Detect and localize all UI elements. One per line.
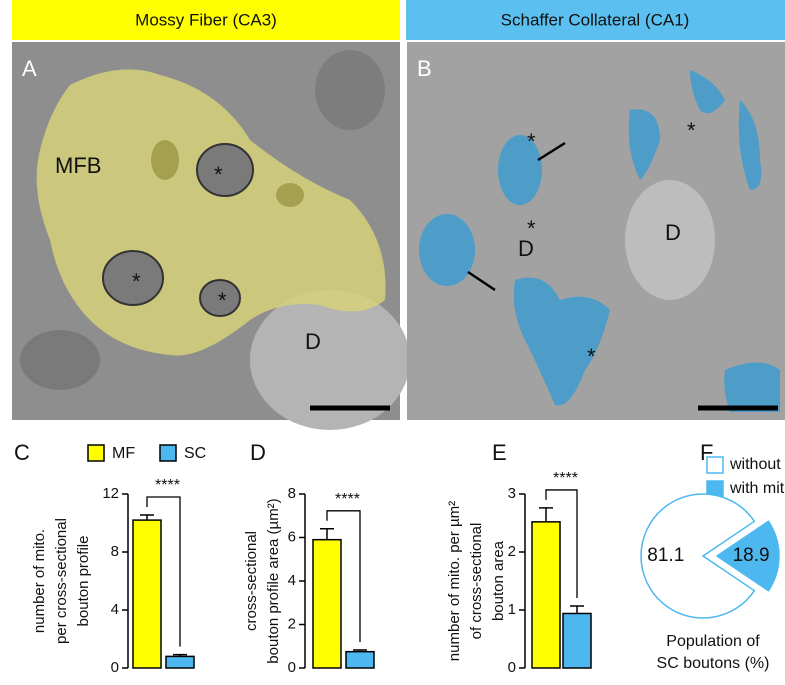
image-label: * [527,129,536,154]
error-bar [539,508,553,522]
slice-label: 81.1 [647,545,684,566]
image-label: * [218,288,227,313]
slice-label: 18.9 [733,545,770,566]
caption: SC boutons (%) [657,655,770,672]
panel-label: A [22,56,37,81]
image-label: D [518,236,534,261]
y-tick-label: 6 [288,528,296,545]
significance-label: **** [553,470,578,487]
y-tick-label: 3 [508,485,516,502]
legend-swatch [707,457,723,473]
y-tick-label: 1 [508,601,516,618]
y-axis-label: cross-sectional [243,531,260,631]
legend-swatch [88,445,104,461]
y-tick-label: 2 [288,615,296,632]
bar [313,540,341,668]
image-label: * [587,344,596,369]
y-tick-label: 8 [288,485,296,502]
legend-label: with mito. [729,480,785,497]
bar [563,613,591,668]
panel-label: C [14,440,30,465]
error-bar [570,606,584,614]
panel-label: B [417,56,432,81]
bar [133,520,161,668]
bar [532,522,560,668]
bar [346,652,374,668]
legend-swatch [160,445,176,461]
y-tick-label: 0 [508,659,516,676]
significance-label: **** [335,491,360,508]
y-tick-label: 12 [102,485,119,502]
y-tick-label: 2 [508,543,516,560]
y-tick-label: 0 [288,659,296,676]
panel-label: E [492,440,507,465]
image-label: * [214,162,223,187]
header-title: Schaffer Collateral (CA1) [501,10,690,29]
panel-label: D [250,440,266,465]
image-label: D [305,329,321,354]
caption: Population of [666,633,760,650]
y-axis-label: number of mito. per µm² [446,501,463,661]
y-tick-label: 8 [111,543,119,560]
y-tick-label: 0 [111,659,119,676]
image-label: * [687,118,696,143]
legend-label: MF [112,445,135,462]
y-axis-label: bouton profile area (µm²) [265,498,282,663]
header-title: Mossy Fiber (CA3) [135,10,277,29]
legend-label: without mito. [729,456,785,473]
y-axis-label: number of mito. [31,529,48,633]
y-axis-label: of cross-sectional [468,523,485,640]
micrograph [12,42,410,430]
micrograph [407,42,785,420]
image-label: * [132,269,141,294]
error-bar [140,515,154,520]
bar [166,656,194,668]
significance-label: **** [155,477,180,494]
y-tick-label: 4 [288,572,296,589]
y-axis-label: bouton profile [75,536,92,627]
image-label: MFB [55,153,101,178]
y-tick-label: 4 [111,601,119,618]
error-bar [320,529,334,540]
image-label: D [665,220,681,245]
y-axis-label: per cross-sectional [53,518,70,644]
legend-label: SC [184,445,206,462]
y-axis-label: bouton area [490,540,507,621]
figure: Mossy Fiber (CA3) Schaffer Collateral (C… [0,0,785,685]
